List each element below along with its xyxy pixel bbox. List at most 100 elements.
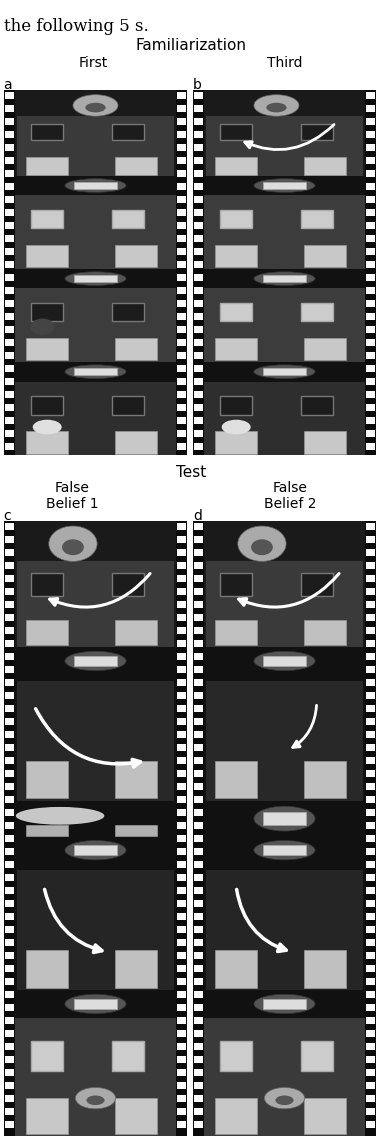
Bar: [177, 795, 186, 803]
Bar: [206, 871, 363, 990]
Bar: [5, 640, 14, 648]
Bar: [194, 900, 203, 907]
Bar: [177, 313, 186, 320]
Bar: [26, 1098, 68, 1133]
Bar: [366, 1030, 375, 1037]
Bar: [194, 523, 203, 530]
Bar: [17, 116, 174, 175]
Bar: [194, 209, 203, 216]
Bar: [177, 183, 186, 190]
Bar: [194, 1121, 203, 1128]
Bar: [15, 990, 176, 1017]
Bar: [194, 339, 203, 346]
Bar: [204, 1017, 365, 1136]
Bar: [5, 145, 14, 151]
Bar: [366, 913, 375, 920]
Bar: [301, 1041, 333, 1071]
Bar: [366, 653, 375, 660]
Bar: [177, 1017, 186, 1024]
Bar: [194, 274, 203, 281]
Bar: [177, 965, 186, 972]
Bar: [204, 175, 365, 196]
Text: False
Belief 1: False Belief 1: [46, 481, 98, 511]
Bar: [177, 196, 186, 203]
Bar: [366, 196, 375, 203]
Bar: [177, 1056, 186, 1063]
Bar: [366, 744, 375, 751]
Bar: [177, 953, 186, 959]
Bar: [17, 561, 174, 648]
Bar: [194, 978, 203, 986]
Bar: [194, 874, 203, 881]
Bar: [177, 615, 186, 621]
Bar: [194, 196, 203, 203]
Bar: [366, 627, 375, 634]
Bar: [206, 100, 363, 175]
Bar: [5, 443, 14, 450]
Bar: [177, 601, 186, 608]
Bar: [177, 443, 186, 450]
Bar: [26, 825, 68, 835]
Ellipse shape: [254, 841, 315, 860]
Bar: [74, 999, 117, 1008]
Bar: [204, 521, 365, 648]
Bar: [5, 615, 14, 621]
Bar: [177, 1069, 186, 1077]
Bar: [177, 770, 186, 777]
Bar: [74, 182, 117, 189]
Bar: [26, 760, 68, 799]
Bar: [177, 417, 186, 424]
Bar: [194, 430, 203, 437]
Bar: [204, 990, 365, 1017]
Ellipse shape: [73, 94, 118, 116]
Bar: [177, 900, 186, 907]
Bar: [5, 795, 14, 803]
Bar: [194, 145, 203, 151]
Text: Third: Third: [267, 56, 303, 71]
Bar: [15, 675, 176, 801]
Bar: [5, 926, 14, 933]
Bar: [177, 118, 186, 125]
Bar: [194, 157, 203, 164]
Bar: [5, 430, 14, 437]
Bar: [177, 404, 186, 411]
Bar: [177, 783, 186, 790]
Bar: [366, 105, 375, 112]
Bar: [26, 950, 68, 988]
Bar: [177, 731, 186, 739]
Bar: [5, 274, 14, 281]
Bar: [177, 145, 186, 151]
Bar: [366, 861, 375, 868]
Bar: [5, 313, 14, 320]
Bar: [5, 718, 14, 725]
Bar: [366, 549, 375, 556]
Bar: [366, 900, 375, 907]
Bar: [194, 718, 203, 725]
Bar: [5, 1017, 14, 1024]
Bar: [5, 627, 14, 634]
Bar: [194, 861, 203, 868]
Bar: [17, 100, 174, 175]
Bar: [366, 443, 375, 450]
Bar: [194, 601, 203, 608]
Bar: [366, 953, 375, 959]
Bar: [204, 288, 365, 362]
Bar: [177, 757, 186, 764]
Bar: [5, 378, 14, 385]
Bar: [5, 991, 14, 998]
Bar: [5, 339, 14, 346]
Bar: [15, 196, 176, 269]
Bar: [31, 303, 63, 322]
Bar: [263, 369, 306, 376]
Bar: [304, 1098, 346, 1133]
Bar: [177, 653, 186, 660]
Bar: [206, 561, 363, 648]
Bar: [5, 1030, 14, 1037]
Bar: [5, 236, 14, 242]
Bar: [194, 352, 203, 358]
Bar: [366, 261, 375, 269]
Bar: [5, 118, 14, 125]
Bar: [366, 783, 375, 790]
Bar: [194, 378, 203, 385]
Bar: [366, 822, 375, 828]
